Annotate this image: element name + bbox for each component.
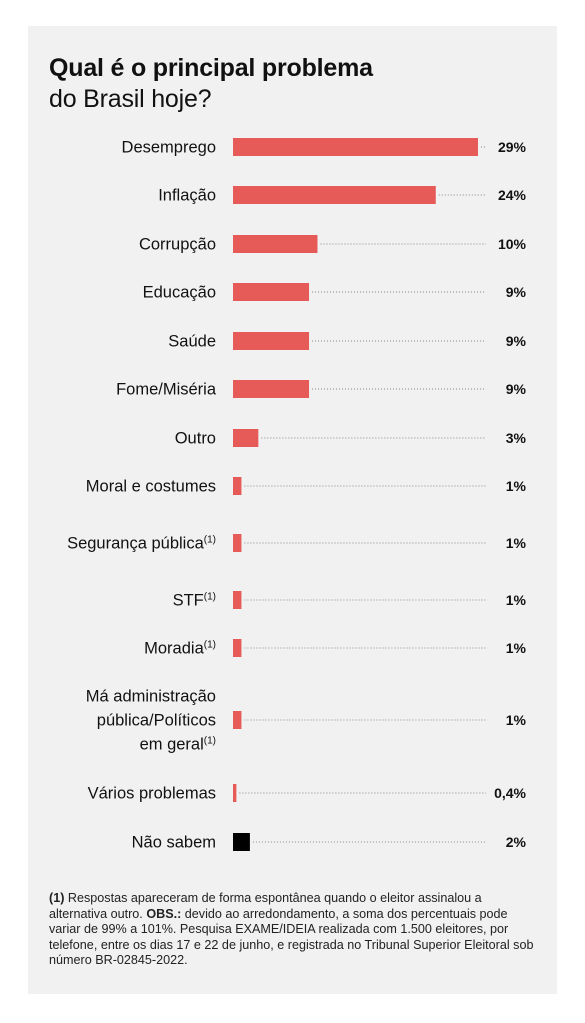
obs-label: OBS.: <box>146 906 182 921</box>
bar <box>233 833 250 851</box>
bar <box>233 784 237 802</box>
category-label: Desemprego <box>122 139 216 157</box>
bar <box>233 235 318 253</box>
value-label: 1% <box>506 478 527 494</box>
category-label: Saúde <box>168 333 216 351</box>
category-label: Moral e costumes <box>86 478 216 496</box>
category-label: em geral(1) <box>140 736 216 754</box>
footnote-text-2: devido ao arredondamento, a soma dos per… <box>49 906 534 968</box>
bar <box>233 711 242 729</box>
category-label: Não sabem <box>132 834 216 852</box>
value-label: 24% <box>498 187 527 203</box>
category-label: STF(1) <box>173 592 216 610</box>
category-label: Inflação <box>158 187 216 205</box>
value-label: 10% <box>498 236 527 252</box>
bar <box>233 591 242 609</box>
category-label: Fome/Miséria <box>116 381 217 399</box>
bar <box>233 477 242 495</box>
chart-title: Qual é o principal problema <box>49 54 373 82</box>
value-label: 1% <box>506 535 527 551</box>
value-label: 1% <box>506 712 527 728</box>
bar <box>233 138 478 156</box>
bar <box>233 186 436 204</box>
category-label: pública/Políticos <box>97 712 216 730</box>
bar <box>233 639 242 657</box>
value-label: 2% <box>506 834 527 850</box>
value-label: 1% <box>506 640 527 656</box>
value-label: 9% <box>506 381 527 397</box>
chart-subtitle: do Brasil hoje? <box>49 85 212 113</box>
category-label: Corrupção <box>139 236 216 254</box>
value-label: 9% <box>506 333 527 349</box>
bar <box>233 380 310 398</box>
category-label: Educação <box>143 284 216 302</box>
value-label: 3% <box>506 430 527 446</box>
footnote: (1) Respostas apareceram de forma espont… <box>49 891 539 969</box>
category-label: Vários problemas <box>88 785 216 803</box>
value-label: 0,4% <box>494 785 526 801</box>
bar <box>233 332 310 350</box>
category-label: Moradia(1) <box>144 640 216 658</box>
category-label: Má administração <box>86 688 216 706</box>
value-label: 1% <box>506 592 527 608</box>
value-label: 29% <box>498 139 527 155</box>
category-label: Segurança pública(1) <box>67 535 216 553</box>
bar <box>233 283 310 301</box>
bar <box>233 534 242 552</box>
footnote-marker: (1) <box>49 891 65 905</box>
footnote-text-1: Respostas apareceram de forma espontânea… <box>49 891 482 921</box>
category-label: Outro <box>175 430 216 448</box>
bar <box>233 429 259 447</box>
value-label: 9% <box>506 284 527 300</box>
